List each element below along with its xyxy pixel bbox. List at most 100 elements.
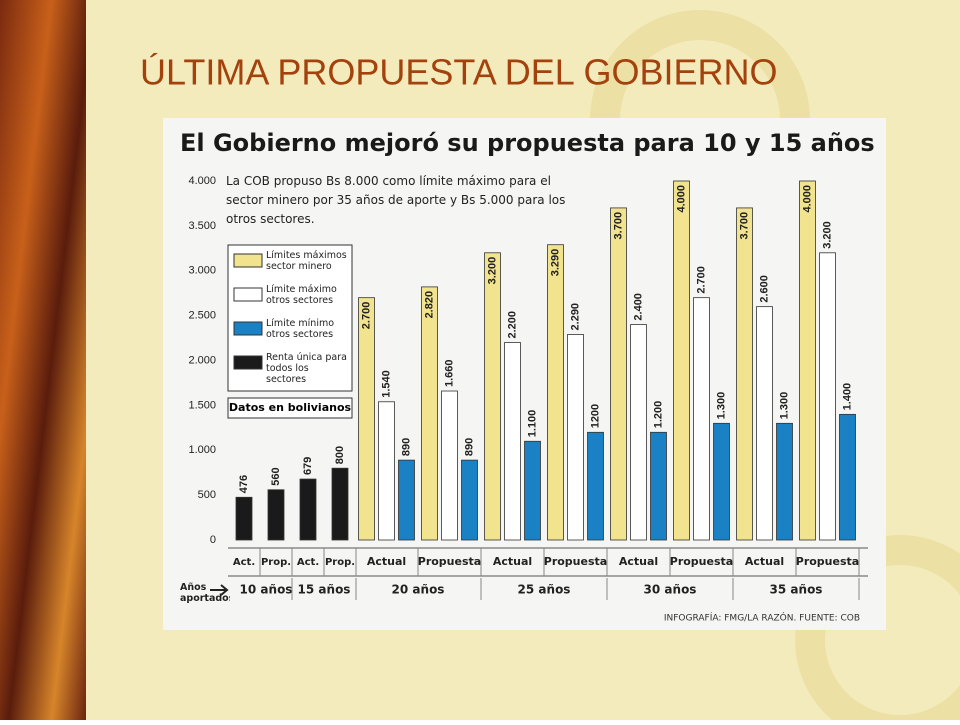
bar (693, 297, 710, 541)
chart-title: El Gobierno mejoró su propuesta para 10 … (180, 129, 875, 157)
legend-entry-box: Límite mínimo otros sectores (266, 318, 335, 340)
bar (587, 431, 604, 541)
value-label: 2.700 (695, 266, 707, 294)
arrow (210, 584, 229, 596)
bar (441, 390, 458, 541)
value-label: 1.660 (443, 359, 455, 387)
group-label: 35 años (770, 583, 823, 597)
y-tick-label: 2.000 (188, 354, 216, 366)
y-tick-label: 4.000 (188, 175, 216, 187)
y-tick-label: 3.500 (188, 220, 216, 232)
bar (776, 422, 793, 541)
x-tick-label: Propuesta (670, 555, 733, 568)
x-tick-label: Actual (493, 555, 532, 568)
legend-swatch (233, 321, 263, 336)
value-label: 1200 (589, 404, 601, 428)
legend-entry: Límites máximos sector minero (266, 250, 347, 272)
bar (358, 297, 375, 541)
legend-entry-box: Límite máximo otros sectores (266, 284, 337, 306)
group-label: 30 años (644, 583, 697, 597)
x-tick-label: Act. (233, 557, 255, 568)
value-label: 3.200 (821, 221, 833, 249)
bar (567, 334, 584, 541)
bar (756, 306, 773, 541)
value-label: 1.540 (380, 370, 392, 398)
group-label: 10 años (240, 583, 293, 597)
legend-entry-box: Límites máximos sector minero (266, 250, 347, 272)
legend-entry: Límite máximo otros sectores (266, 284, 337, 306)
y-tick-label: 0 (210, 534, 216, 546)
bar (504, 342, 521, 541)
note: La COB propuso Bs 8.000 como límite máxi… (226, 174, 566, 226)
bar (299, 478, 317, 541)
legend-entry: Límite mínimo otros sectores (266, 318, 335, 340)
x-tick-label: Propuesta (418, 555, 481, 568)
value-label: 890 (400, 438, 412, 456)
value-label: 4.000 (675, 185, 687, 213)
x-tick-label: Prop. (325, 557, 355, 568)
bar (713, 422, 730, 541)
bar (736, 207, 753, 541)
bar (235, 496, 253, 541)
y-tick-label: 2.500 (188, 310, 216, 322)
legend-swatch (233, 355, 263, 370)
bar (547, 244, 564, 541)
group-label: 25 años (518, 583, 571, 597)
x-tick-label: Act. (297, 557, 319, 568)
x-tick-label: Actual (745, 555, 784, 568)
value-label: 1.300 (715, 392, 727, 420)
gear-decoration (795, 535, 960, 725)
group-label: 15 años (298, 583, 351, 597)
bar (421, 286, 438, 541)
x-tick-label: Propuesta (796, 555, 859, 568)
value-label: 3.700 (612, 212, 624, 240)
side-strip (0, 0, 86, 720)
value-label: 4.000 (801, 185, 813, 213)
y-tick-label: 1.000 (188, 444, 216, 456)
bar (630, 324, 647, 541)
value-label: 3.700 (738, 212, 750, 240)
value-label: 3.200 (486, 257, 498, 285)
legend-entry: Renta única para todos los sectores (266, 352, 347, 382)
bar (484, 252, 501, 541)
units-box (227, 397, 353, 419)
value-label: 1.300 (778, 392, 790, 420)
bar (524, 440, 541, 541)
value-label: 679 (302, 457, 314, 475)
value-label: 560 (270, 467, 282, 485)
value-label: 2.700 (360, 302, 372, 330)
legend-swatch (233, 253, 263, 268)
value-label: 2.820 (423, 291, 435, 319)
value-label: 2.400 (632, 293, 644, 321)
value-label: 2.290 (569, 303, 581, 331)
value-label: 800 (334, 446, 346, 464)
group-label: 20 años (392, 583, 445, 597)
value-label: 2.600 (758, 275, 770, 303)
x-axis-label: Años aportados (180, 582, 230, 604)
x-tick-label: Prop. (261, 557, 291, 568)
value-label: 890 (463, 438, 475, 456)
bar (610, 207, 627, 541)
bar (799, 180, 816, 541)
x-tick-label: Actual (367, 555, 406, 568)
credit: INFOGRAFÍA: FMG/LA RAZÓN. FUENTE: COB (664, 612, 860, 624)
y-tick-label: 1.500 (188, 399, 216, 411)
value-label: 1.400 (841, 383, 853, 411)
value-label: 1.100 (526, 410, 538, 438)
bar (378, 401, 395, 541)
x-tick-label: Actual (619, 555, 658, 568)
bar (331, 467, 349, 541)
value-label: 1.200 (652, 401, 664, 429)
units-note: Datos en bolivianos (229, 401, 352, 414)
bar (673, 180, 690, 541)
value-label: 2.200 (506, 311, 518, 339)
y-tick-label: 3.000 (188, 265, 216, 277)
slide-title: ÚLTIMA PROPUESTA DEL GOBIERNO (140, 52, 777, 93)
bar (461, 459, 478, 541)
value-label: 476 (238, 475, 250, 493)
bar (819, 252, 836, 541)
y-tick-label: 500 (198, 489, 216, 501)
x-tick-label: Propuesta (544, 555, 607, 568)
